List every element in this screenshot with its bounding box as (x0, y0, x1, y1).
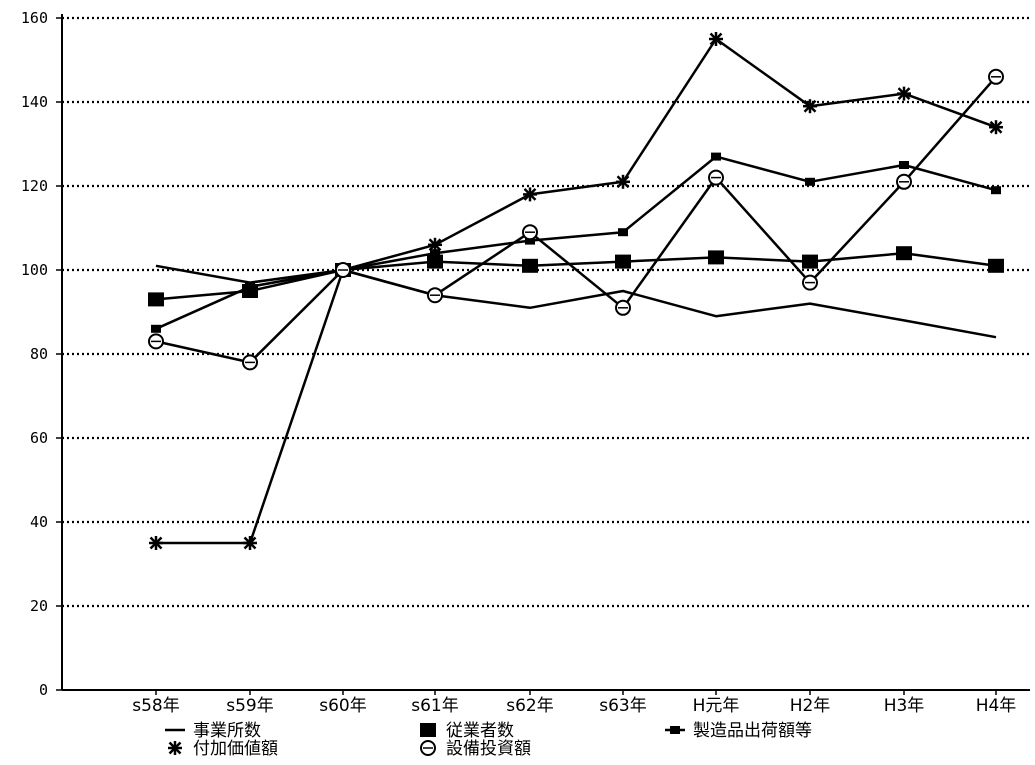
legend-item: 設備投資額 (420, 739, 531, 759)
asterisk-stroke (989, 120, 1003, 134)
series-5 (148, 68, 1004, 371)
series-1 (155, 264, 997, 339)
x-tick-label: H元年 (693, 696, 740, 716)
series-line (155, 251, 997, 301)
x-tick-label: H3年 (884, 696, 925, 716)
data-point (899, 161, 909, 169)
legend-label: 事業所数 (193, 721, 261, 741)
y-tick-label: 120 (21, 177, 48, 195)
x-tick-label: s62年 (506, 696, 554, 716)
data-point (711, 152, 721, 161)
x-tick-label: s61年 (411, 696, 459, 716)
data-point (988, 258, 1004, 273)
y-tick-label: 160 (21, 9, 48, 27)
data-point (427, 254, 443, 269)
data-point (803, 99, 817, 114)
data-point (522, 258, 538, 273)
data-point (428, 237, 442, 252)
series-4 (149, 32, 1003, 550)
asterisk-stroke (168, 741, 182, 755)
y-tick-label: 140 (21, 93, 48, 111)
data-point (896, 246, 912, 261)
data-point (616, 174, 630, 189)
data-point (243, 536, 257, 550)
data-point (151, 324, 161, 333)
asterisk-stroke (897, 87, 911, 100)
legend-marker (420, 723, 436, 737)
y-tick-labels: 0 20 40 60 80 100 120 140 160 (21, 9, 48, 699)
x-tick-label: H4年 (976, 696, 1017, 716)
data-point (245, 282, 255, 291)
legend-marker (670, 726, 680, 734)
series-line (155, 155, 997, 330)
asterisk-stroke (428, 238, 442, 252)
asterisk-stroke (243, 536, 257, 550)
series-line (155, 75, 997, 364)
legend-item: 事業所数 (165, 721, 261, 741)
y-tick-label: 20 (30, 597, 48, 615)
asterisk-stroke (803, 99, 817, 113)
series-line (155, 264, 997, 339)
x-tick-label: s59年 (226, 696, 274, 716)
series-3 (151, 152, 1001, 333)
legend-item: 従業者数 (420, 721, 514, 741)
asterisk-stroke (523, 188, 537, 201)
series-layer (148, 32, 1004, 550)
data-point (802, 254, 818, 269)
x-tick-label: s60年 (319, 696, 367, 716)
legend-label: 設備投資額 (446, 739, 531, 759)
legend-marker (168, 741, 182, 755)
data-point (709, 32, 723, 46)
legend-label: 製造品出荷額等 (693, 721, 812, 741)
series-line (156, 37, 997, 545)
y-tick-label: 80 (30, 345, 48, 363)
x-tick-label: s58年 (132, 696, 180, 716)
data-point (615, 254, 631, 269)
data-point (897, 86, 911, 101)
data-point (708, 250, 724, 265)
y-tick-label: 100 (21, 261, 48, 279)
data-point (148, 292, 164, 307)
data-point (989, 120, 1003, 135)
y-tick-label: 0 (39, 681, 48, 699)
data-point (523, 187, 537, 202)
legend-label: 従業者数 (446, 721, 514, 741)
asterisk-stroke (616, 175, 630, 189)
data-point (430, 249, 440, 258)
data-point (618, 228, 628, 237)
data-point (991, 186, 1001, 195)
asterisk-stroke (709, 32, 723, 46)
gridlines (62, 16, 1030, 608)
data-point (525, 236, 535, 245)
data-point (805, 177, 815, 186)
y-tick-label: 60 (30, 429, 48, 447)
legend-label: 付加価値額 (193, 739, 278, 759)
legend-item: 製造品出荷額等 (665, 721, 812, 741)
x-tick-label: s63年 (599, 696, 647, 716)
legend-item: 付加価値額 (168, 739, 278, 759)
data-point (149, 536, 163, 550)
asterisk-stroke (149, 536, 163, 550)
series-2 (148, 246, 1004, 307)
x-tick-label: H2年 (790, 696, 831, 716)
axes (56, 14, 1030, 695)
x-tick-labels: s58年 s59年 s60年 s61年 s62年 s63年 H元年 H2年 H3年 H4年 (132, 696, 1016, 716)
y-tick-label: 40 (30, 513, 48, 531)
